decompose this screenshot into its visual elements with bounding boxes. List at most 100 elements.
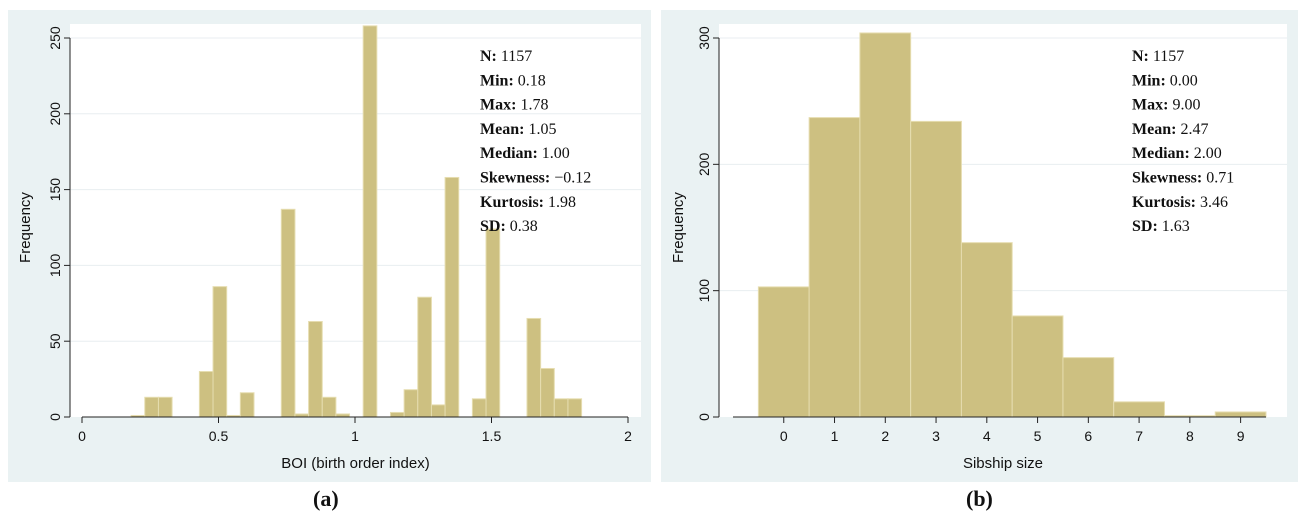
x-axis-title: BOI (birth order index) <box>281 455 429 472</box>
stat-line: Median: 2.00 <box>1132 145 1222 162</box>
stat-value: 0.38 <box>506 218 538 235</box>
stat-label: Mean: <box>480 121 524 138</box>
stat-value: 9.00 <box>1168 97 1200 114</box>
stat-label: Skewness: <box>1132 170 1202 187</box>
y-axis-title: Frequency <box>670 192 687 263</box>
histogram-bar <box>859 32 912 418</box>
stat-label: Max: <box>480 97 516 114</box>
histogram-bar <box>757 286 810 418</box>
histogram-bar <box>471 398 487 418</box>
y-tick-label: 150 <box>47 178 63 202</box>
stat-value: 0.18 <box>514 72 546 89</box>
histogram-bar <box>910 120 962 418</box>
y-tick-label: 0 <box>696 413 712 421</box>
histogram-bar <box>1214 411 1267 418</box>
stat-label: N: <box>480 48 497 65</box>
y-tick-label: 50 <box>47 333 63 349</box>
histogram-bar <box>212 286 228 418</box>
histogram-bar <box>1113 401 1165 418</box>
histogram-bar <box>144 396 159 418</box>
stat-label: SD: <box>1132 218 1158 235</box>
histogram-bar <box>389 411 405 418</box>
stat-value: 1.05 <box>524 121 556 138</box>
stat-label: SD: <box>480 218 506 235</box>
stat-line: N: 1157 <box>480 48 532 65</box>
stat-label: N: <box>1132 48 1149 65</box>
stat-label: Max: <box>1132 97 1168 114</box>
x-tick-label: 0.5 <box>209 428 229 444</box>
stat-value: 2.47 <box>1176 121 1208 138</box>
stat-line: Kurtosis: 3.46 <box>1132 194 1228 211</box>
histogram-bar <box>157 396 173 418</box>
histogram-bar <box>540 367 555 418</box>
y-tick-label: 0 <box>47 413 63 421</box>
x-tick-label: 0 <box>780 428 788 444</box>
stat-line: Min: 0.18 <box>480 72 546 89</box>
stat-line: Max: 9.00 <box>1132 97 1200 114</box>
stat-line: SD: 1.63 <box>1132 218 1190 235</box>
x-tick-label: 9 <box>1237 428 1245 444</box>
x-tick-label: 0 <box>78 428 86 444</box>
stat-value: 0.00 <box>1166 72 1198 89</box>
stat-value: 1.78 <box>516 97 548 114</box>
histogram-bar <box>526 317 542 418</box>
x-tick-label: 1 <box>351 428 359 444</box>
caption-b: (b) <box>966 486 993 511</box>
stat-value: 3.46 <box>1196 194 1228 211</box>
stat-label: Mean: <box>1132 121 1176 138</box>
x-tick-label: 2 <box>881 428 889 444</box>
x-tick-label: 4 <box>983 428 991 444</box>
histogram-bar <box>321 396 337 418</box>
x-tick-label: 3 <box>932 428 940 444</box>
stat-value: 2.00 <box>1190 145 1222 162</box>
histogram-bar <box>485 228 501 418</box>
stat-line: SD: 0.38 <box>480 218 538 235</box>
y-tick-label: 200 <box>696 152 712 176</box>
histogram-bar <box>198 371 214 418</box>
chart-panel-b: 0 100 200 300 0 1 2 3 4 5 6 7 8 9 Sibship size Frequenc… <box>661 10 1298 482</box>
stat-value: 1157 <box>497 48 532 65</box>
histogram-bar <box>567 398 583 418</box>
x-axis-title: Sibship size <box>963 455 1043 472</box>
histogram-boi: 0 50 100 150 200 250 0 0.5 1 1.5 2 BOI (birth order… <box>17 24 641 472</box>
histogram-bar <box>1062 357 1115 418</box>
y-tick-label: 300 <box>696 26 712 50</box>
stat-value: 1.00 <box>538 145 570 162</box>
stat-value: 1.98 <box>544 194 576 211</box>
histogram-bar <box>280 208 296 418</box>
histogram-sibship-size: 0 100 200 300 0 1 2 3 4 5 6 7 8 9 Sibship size Frequenc… <box>670 24 1287 472</box>
plot-area <box>70 24 641 417</box>
stat-label: Min: <box>480 72 514 89</box>
stat-label: Median: <box>480 145 538 162</box>
stat-line: Kurtosis: 1.98 <box>480 194 576 211</box>
histogram-bar <box>417 296 432 418</box>
x-tick-label: 2 <box>624 428 632 444</box>
y-tick-label: 100 <box>47 254 63 278</box>
y-axis-title: Frequency <box>17 192 34 263</box>
stat-line: Min: 0.00 <box>1132 72 1198 89</box>
stat-value: 1.63 <box>1158 218 1190 235</box>
stat-line: Skewness: −0.12 <box>480 170 591 187</box>
stat-label: Median: <box>1132 145 1190 162</box>
histogram-bar <box>444 176 460 418</box>
x-tick-label: 8 <box>1186 428 1194 444</box>
stat-line: Mean: 1.05 <box>480 121 556 138</box>
x-tick-label: 7 <box>1135 428 1143 444</box>
histogram-bar <box>362 25 378 418</box>
stat-label: Skewness: <box>480 170 550 187</box>
histogram-bar <box>430 404 446 418</box>
stat-label: Kurtosis: <box>1132 194 1196 211</box>
stat-label: Kurtosis: <box>480 194 544 211</box>
y-tick-label: 200 <box>47 102 63 126</box>
stat-line: N: 1157 <box>1132 48 1184 65</box>
chart-panel-a: 0 50 100 150 200 250 0 0.5 1 1.5 2 BOI (birth order… <box>8 10 651 482</box>
stat-line: Max: 1.78 <box>480 97 548 114</box>
stat-value: −0.12 <box>550 170 591 187</box>
x-tick-label: 1 <box>831 428 839 444</box>
histogram-bar <box>403 389 419 418</box>
x-tick-label: 6 <box>1084 428 1092 444</box>
stat-value: 0.71 <box>1202 170 1234 187</box>
y-tick-label: 250 <box>47 26 63 50</box>
x-tick-label: 5 <box>1034 428 1042 444</box>
y-tick-label: 100 <box>696 279 712 303</box>
